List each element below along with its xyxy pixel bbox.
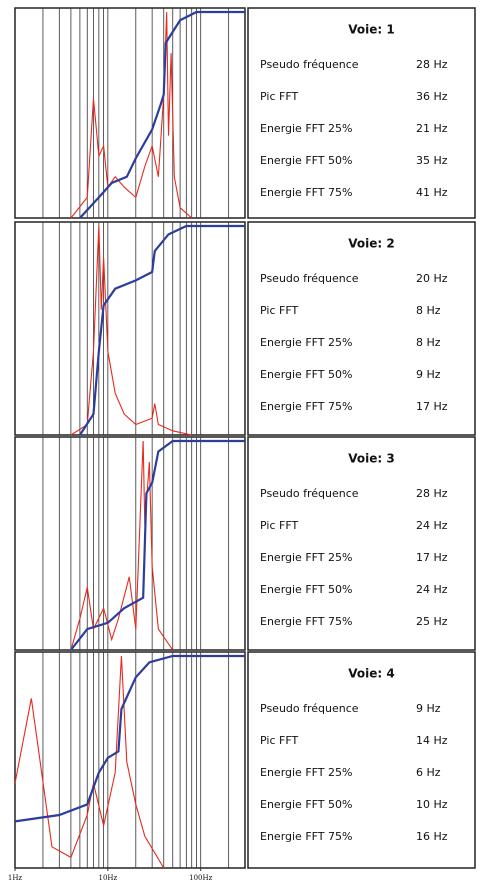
row-label: Pic FFT [260,734,298,747]
series-line [78,224,245,436]
series-line [70,225,192,436]
row-label: Energie FFT 75% [260,186,352,199]
row-value: 8 Hz [416,336,441,349]
row-label: Energie FFT 75% [260,615,352,628]
row-label: Pseudo fréquence [260,487,359,500]
row-value: 17 Hz [416,551,448,564]
row-value: 16 Hz [416,830,448,843]
row-value: 24 Hz [416,519,448,532]
row-label: Pic FFT [260,519,298,532]
chart-frame [14,436,246,651]
series-line [14,655,165,869]
row-label: Energie FFT 75% [260,830,352,843]
row-value: 10 Hz [416,798,448,811]
table-title: Voie: 1 [348,23,394,37]
row-value: 9 Hz [416,702,441,715]
row-value: 21 Hz [416,122,448,135]
row-value: 25 Hz [416,615,448,628]
series-line [70,11,193,219]
row-label: Pic FFT [260,90,298,103]
row-label: Pseudo fréquence [260,272,359,285]
row-label: Energie FFT 50% [260,154,352,167]
row-label: Energie FFT 25% [260,336,352,349]
x-tick-label: 1Hz [8,874,23,882]
x-tick-label: 100Hz [189,874,212,882]
row-value: 17 Hz [416,400,448,413]
row-value: 20 Hz [416,272,448,285]
row-value: 6 Hz [416,766,441,779]
series-line [79,10,245,219]
chart-frame [14,221,246,436]
table-frame [247,221,476,436]
row-label: Energie FFT 25% [260,766,352,779]
row-value: 8 Hz [416,304,441,317]
table-title: Voie: 4 [348,667,394,681]
chart-frame [14,7,246,219]
series-line [14,654,245,823]
table-title: Voie: 3 [348,452,394,466]
table-frame [247,651,476,869]
row-value: 28 Hz [416,487,448,500]
row-value: 9 Hz [416,368,441,381]
table-frame [247,7,476,219]
row-label: Energie FFT 25% [260,551,352,564]
x-tick-label: 10Hz [98,874,117,882]
row-value: 35 Hz [416,154,448,167]
row-label: Energie FFT 50% [260,798,352,811]
row-label: Energie FFT 50% [260,368,352,381]
row-label: Energie FFT 25% [260,122,352,135]
row-value: 36 Hz [416,90,448,103]
row-label: Pseudo fréquence [260,58,359,71]
row-label: Pic FFT [260,304,298,317]
table-frame [247,436,476,651]
row-label: Energie FFT 50% [260,583,352,596]
series-line [70,440,174,651]
row-value: 24 Hz [416,583,448,596]
table-title: Voie: 2 [348,237,394,251]
row-value: 28 Hz [416,58,448,71]
series-line [70,439,245,651]
row-label: Energie FFT 75% [260,400,352,413]
chart-frame [14,651,246,869]
row-value: 41 Hz [416,186,448,199]
row-value: 14 Hz [416,734,448,747]
row-label: Pseudo fréquence [260,702,359,715]
